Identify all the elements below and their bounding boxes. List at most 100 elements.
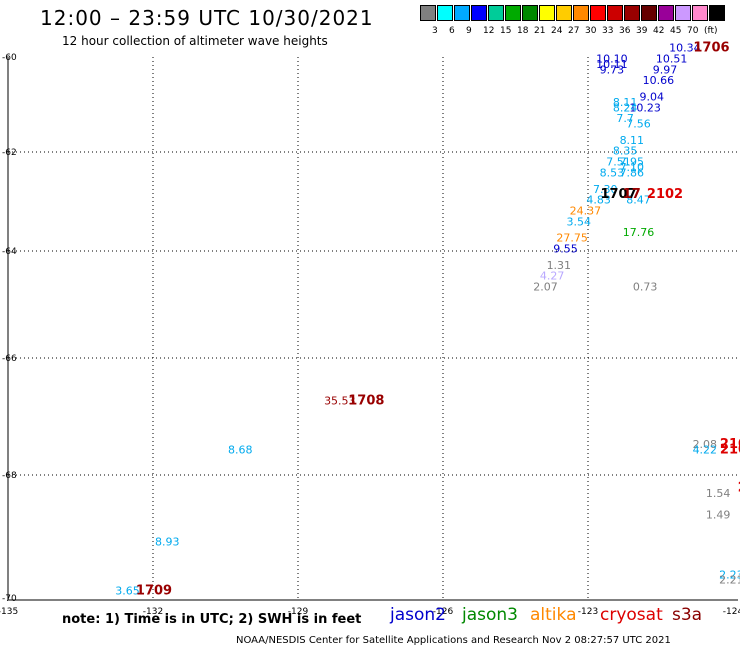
wave-height-label: 24.37 [570,204,602,217]
legend-item-s3a: s3a [672,605,703,625]
legend-item-jason2: jason2 [390,605,446,625]
y-tick-label: -68 [2,471,17,481]
wave-height-label: 7.86 [620,166,645,179]
legend-item-altika: altika [530,605,577,625]
scale-label: 6 [449,26,455,36]
wave-height-label: 8.35 [613,145,638,158]
scale-swatch [709,5,725,21]
wave-height-label: 7.56 [626,118,651,131]
scale-swatch [675,5,691,21]
scale-label: 27 [568,26,580,36]
wave-height-label: 27.75 [556,232,588,245]
wave-height-label: 8.93 [155,536,180,549]
scale-swatch [641,5,657,21]
wave-height-label: 2.08 [693,438,718,451]
wave-height-label: 1.54 [706,487,731,500]
scale-label: 70 [687,26,699,36]
time-label: 1706 [693,41,729,56]
time-label: 2101 [720,437,740,452]
credit-line: NOAA/NESDIS Center for Satellite Applica… [236,635,671,646]
scale-label: 24 [551,26,563,36]
scale-swatch [692,5,708,21]
scale-swatch [590,5,606,21]
wave-height-label: 4.27 [540,270,565,283]
y-tick-label: -60 [2,53,17,63]
wave-height-label: 17.76 [623,226,655,239]
legend-item-cryosat: cryosat [600,605,663,625]
time-label: 17 [623,187,641,202]
wave-height-label: 8.47 [626,194,651,207]
x-tick-label: -126 [433,607,454,617]
x-tick-label: -124 [723,607,740,617]
x-tick-label: -129 [288,607,309,617]
x-tick-label: -132 [143,607,163,617]
y-tick-label: -64 [2,247,17,257]
wave-height-label: 2.23 [719,568,740,581]
legend-item-jason3: jason3 [462,605,518,625]
wave-height-label: 10.10 [596,52,628,65]
scale-swatch [420,5,436,21]
scale-label: 39 [636,26,648,36]
wave-height-label: 0.73 [633,280,658,293]
chart-title: 12:00 – 23:59 UTC 10/30/2021 [40,6,374,30]
scale-swatch [522,5,538,21]
scale-label: 15 [500,26,512,36]
wave-height-label: 9.97 [653,63,678,76]
chart-subtitle: 12 hour collection of altimeter wave hei… [62,34,328,48]
time-label: 210 [738,480,740,495]
scale-label: 45 [670,26,682,36]
time-label: 2101 [720,442,740,457]
scale-label: 33 [602,26,614,36]
scale-swatch [607,5,623,21]
wave-height-label: 10.66 [643,74,675,87]
wave-height-label: 10.51 [656,52,688,65]
wave-height-label: 7.95 [620,156,645,169]
wave-height-label: 10.11 [596,58,628,71]
y-tick-label: -70 [2,594,17,604]
scale-swatch [539,5,555,21]
wave-height-label: 7.51 [606,156,631,169]
wave-height-label: 8.11 [620,134,645,147]
scale-swatch [573,5,589,21]
wave-height-label: 8.53 [600,166,625,179]
scale-label: 36 [619,26,631,36]
scale-swatch [454,5,470,21]
y-tick-label: -62 [2,148,17,158]
wave-height-label: 9.55 [553,242,578,255]
scale-swatch [437,5,453,21]
wave-height-label: 10.34 [669,42,701,55]
wave-height-label: 9.73 [600,63,625,76]
wave-height-label: 9.04 [639,90,664,103]
wave-height-label: 8.11 [613,96,638,109]
scale-label: 12 [483,26,495,36]
wave-height-label: 1.49 [706,509,731,522]
wave-height-label: 7.10 [620,161,645,174]
wave-height-label: 3.54 [566,215,591,228]
scale-swatch [624,5,640,21]
x-tick-label: -123 [578,607,598,617]
scale-swatch [556,5,572,21]
wave-height-label: 7.7 [616,112,634,125]
wave-height-label: 1.31 [547,259,572,272]
time-label: 1708 [348,394,384,409]
wave-height-label: 10.23 [629,101,661,114]
scale-label: 42 [653,26,665,36]
scale-label: (ft) [704,26,718,36]
note-text: note: 1) Time is in UTC; 2) SWH is in fe… [62,612,362,627]
scale-label: 9 [466,26,472,36]
scale-swatch [505,5,521,21]
wave-height-label: 7.30 [593,183,618,196]
scale-swatch [658,5,674,21]
scale-swatch [488,5,504,21]
wave-height-label: 2.21 [719,574,740,587]
wave-height-label: 3.65 [115,585,140,598]
wave-height-label: 4.83 [586,194,611,207]
scale-label: 21 [534,26,546,36]
scale-label: 30 [585,26,597,36]
wave-height-label: 8.68 [228,443,253,456]
wave-height-label: 2.07 [533,280,558,293]
scale-label: 3 [432,26,438,36]
wave-height-label: 35.53 [324,395,356,408]
time-label: 1707 [600,187,636,202]
